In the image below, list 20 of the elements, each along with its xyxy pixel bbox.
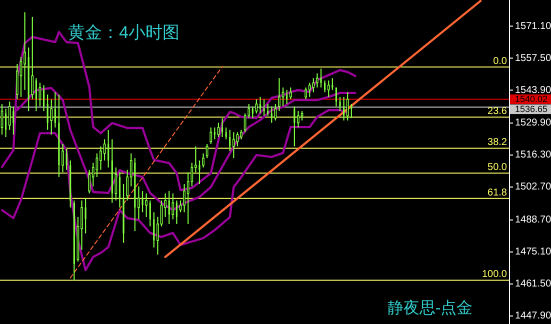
y-tick-label: 1488.70 <box>515 214 551 226</box>
text: 黄金：4小时图 <box>68 23 180 42</box>
y-tick-label: 1502.70 <box>515 182 551 193</box>
annotation: 静夜思-点金 <box>387 299 473 317</box>
y-tick-label: 1475.10 <box>515 246 551 258</box>
y-tick-label: 1543.90 <box>515 84 551 96</box>
y-tick-label: 1516.30 <box>515 150 551 161</box>
annotation: 100.0 <box>482 269 508 280</box>
annotation: 61.8 <box>488 187 508 198</box>
y-tick-label: 1571.10 <box>515 20 551 32</box>
annotation: 23.6 <box>488 106 508 118</box>
ref-line-label: 1536.65 <box>515 104 548 114</box>
y-tick-label: 1557.50 <box>515 52 551 64</box>
ref-line-label: 1540.02 <box>515 94 548 104</box>
annotation: 38.2 <box>488 137 508 148</box>
y-tick-label: 1529.90 <box>515 118 551 129</box>
y-tick-label: 1447.90 <box>515 310 551 322</box>
y-tick-label: 1461.50 <box>515 278 551 290</box>
annotation: 50.0 <box>488 162 508 174</box>
annotation: 0.0 <box>493 56 508 68</box>
